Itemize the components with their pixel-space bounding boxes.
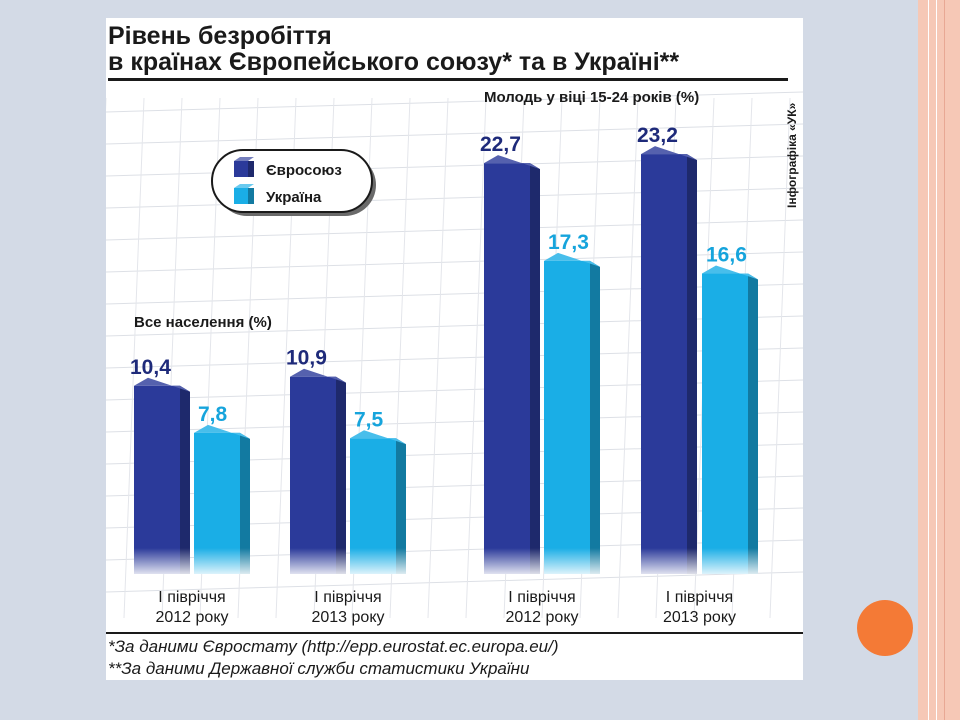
bar-fade bbox=[134, 548, 190, 574]
legend-swatch-side bbox=[248, 188, 254, 204]
slide-stripe-line bbox=[944, 0, 945, 720]
category-label-line2: 2013 року bbox=[311, 609, 384, 626]
bar bbox=[702, 273, 748, 574]
category-label-line1: І півріччя bbox=[666, 589, 733, 606]
footer-rule bbox=[106, 632, 803, 634]
footnote-ukrstat: **За даними Державної служби статистики … bbox=[108, 659, 530, 678]
legend-swatch-top bbox=[234, 157, 254, 161]
bar-side bbox=[180, 385, 190, 574]
bar bbox=[134, 385, 180, 574]
grid-line bbox=[106, 91, 803, 113]
category-label-line1: І півріччя bbox=[508, 589, 575, 606]
slide-accent-circle bbox=[857, 600, 913, 656]
grid-line bbox=[617, 97, 639, 619]
legend-swatch-top bbox=[234, 184, 254, 188]
bar-side bbox=[240, 432, 250, 574]
bar-top bbox=[134, 377, 190, 392]
bar-fade bbox=[544, 548, 600, 574]
bar-top bbox=[350, 430, 406, 445]
bar-fade bbox=[484, 548, 540, 574]
bar-side bbox=[396, 438, 406, 574]
infographic-panel: Рівень безробіття в країнах Європейського… bbox=[106, 18, 803, 680]
grid-line bbox=[465, 97, 487, 619]
bar bbox=[484, 163, 530, 574]
legend-swatch-side bbox=[248, 161, 254, 177]
title-rule bbox=[108, 78, 788, 81]
category-label-line2: 2013 року bbox=[663, 609, 736, 626]
slide-stripe-line bbox=[936, 0, 937, 720]
data-label: 23,2 bbox=[637, 124, 678, 147]
category-label-line1: І півріччя bbox=[158, 589, 225, 606]
data-label: 10,4 bbox=[130, 356, 171, 379]
bar-side bbox=[590, 260, 600, 574]
grid-line bbox=[106, 379, 803, 401]
data-label: 17,3 bbox=[548, 231, 589, 254]
data-label: 7,5 bbox=[354, 408, 384, 431]
data-label: 7,8 bbox=[198, 403, 228, 426]
legend-label: Україна bbox=[266, 189, 322, 206]
category-label-line2: 2012 року bbox=[505, 609, 578, 626]
bar-top bbox=[290, 368, 346, 383]
slide-side-stripe bbox=[918, 0, 960, 720]
footnote-eurostat: *За даними Євростату (http://epp.eurosta… bbox=[108, 637, 559, 656]
grid-line bbox=[769, 97, 791, 619]
bar-fade bbox=[194, 548, 250, 574]
legend-swatch bbox=[234, 161, 248, 177]
grid-line bbox=[106, 571, 803, 593]
bar bbox=[290, 376, 336, 574]
bar-top bbox=[702, 265, 758, 280]
bar bbox=[641, 154, 687, 574]
section-label-youth: Молодь у віці 15-24 років (%) bbox=[484, 89, 699, 106]
legend-label: Євросоюз bbox=[266, 162, 342, 179]
grid-line bbox=[106, 219, 803, 241]
bar-side bbox=[748, 273, 758, 574]
bar-side bbox=[336, 376, 346, 574]
bar-top bbox=[484, 155, 540, 170]
slide-stripe-line bbox=[928, 0, 929, 720]
bar-top bbox=[641, 146, 697, 161]
grid-line bbox=[123, 97, 145, 619]
data-label: 10,9 bbox=[286, 347, 327, 370]
bar-top bbox=[544, 252, 600, 267]
bar-side bbox=[530, 163, 540, 574]
bar-fade bbox=[641, 548, 697, 574]
grid-line bbox=[427, 97, 449, 619]
category-label-line1: І півріччя bbox=[314, 589, 381, 606]
grid-line bbox=[106, 155, 803, 177]
data-label: 22,7 bbox=[480, 133, 521, 156]
category-label-line2: 2012 року bbox=[155, 609, 228, 626]
bar-fade bbox=[290, 548, 346, 574]
bar-top bbox=[194, 424, 250, 439]
bar-side bbox=[687, 154, 697, 574]
grid-line bbox=[106, 123, 803, 145]
bar-fade bbox=[350, 548, 406, 574]
legend-swatch bbox=[234, 188, 248, 204]
grid-line bbox=[106, 251, 803, 273]
bar bbox=[544, 260, 590, 574]
section-label-all: Все населення (%) bbox=[134, 314, 272, 331]
chart-title: Рівень безробіття bbox=[108, 22, 332, 50]
chart-subtitle: в країнах Європейського союзу* та в Укра… bbox=[108, 48, 679, 76]
grid-line bbox=[106, 187, 803, 209]
bar-fade bbox=[702, 548, 758, 574]
data-label: 16,6 bbox=[706, 244, 747, 267]
infographic-credit: Інфографіка «УК» bbox=[785, 102, 799, 208]
grid-line bbox=[106, 283, 803, 305]
